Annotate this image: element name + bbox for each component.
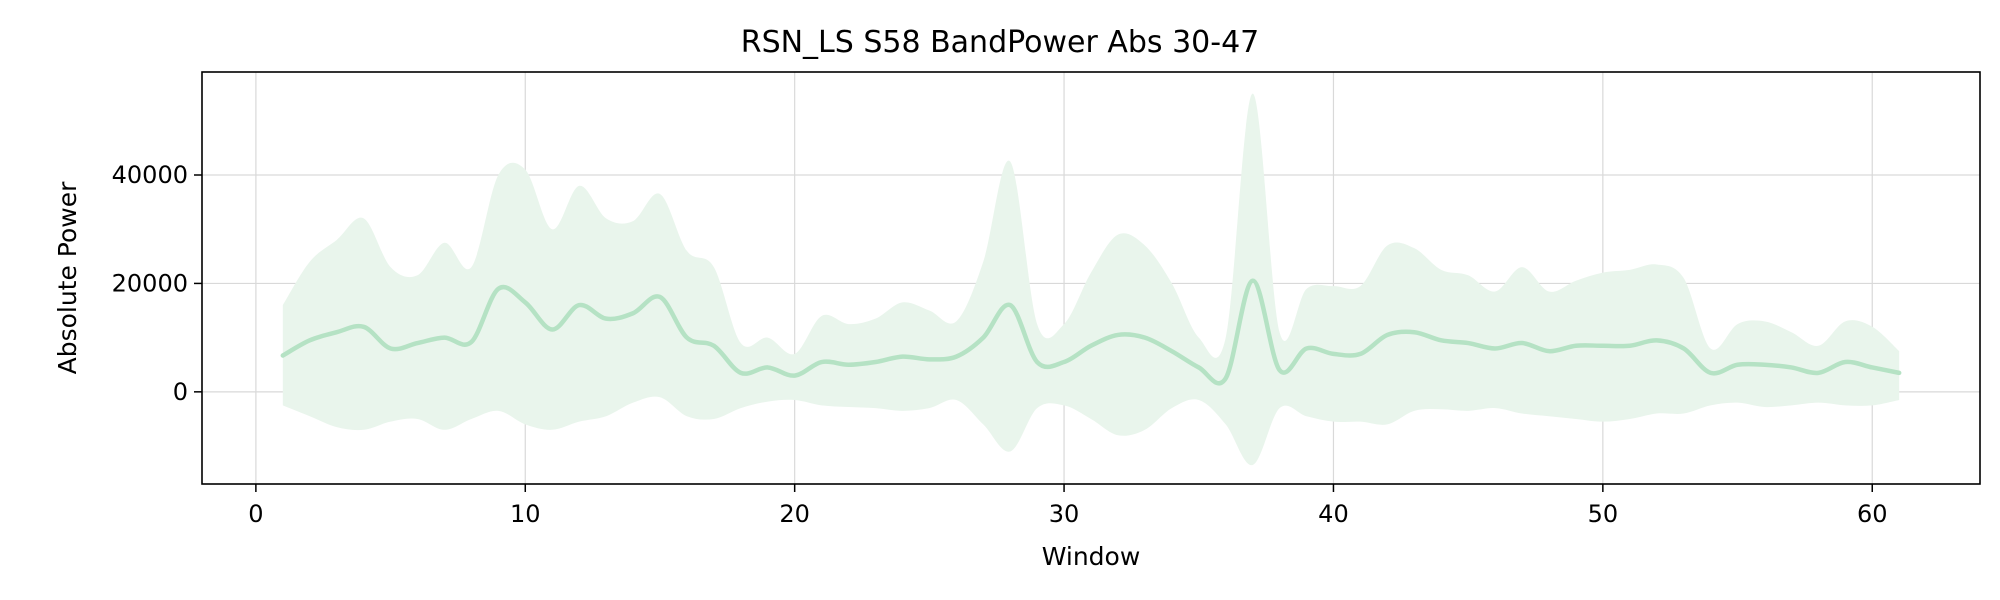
mean-line [280, 278, 1902, 386]
plot-area [280, 93, 1902, 466]
y-tick-label: 40000 [112, 161, 188, 189]
std-band [282, 93, 1900, 466]
x-tick-label: 30 [1049, 500, 1080, 528]
x-tick-label: 40 [1318, 500, 1349, 528]
chart-title: RSN_LS S58 BandPower Abs 30-47 [741, 25, 1260, 60]
y-tick-label: 20000 [112, 269, 188, 297]
x-tick-label: 0 [248, 500, 263, 528]
x-axis-label: Window [1042, 542, 1141, 571]
x-tick-label: 60 [1857, 500, 1888, 528]
x-tick-label: 20 [779, 500, 810, 528]
x-tick-label: 10 [510, 500, 541, 528]
y-tick-label: 0 [173, 378, 188, 406]
axes: 0 10 20 30 40 50 60 0 20000 40000 [112, 161, 1888, 528]
x-tick-label: 50 [1588, 500, 1619, 528]
y-axis-label: Absolute Power [53, 181, 82, 375]
plot-frame [201, 71, 1981, 485]
